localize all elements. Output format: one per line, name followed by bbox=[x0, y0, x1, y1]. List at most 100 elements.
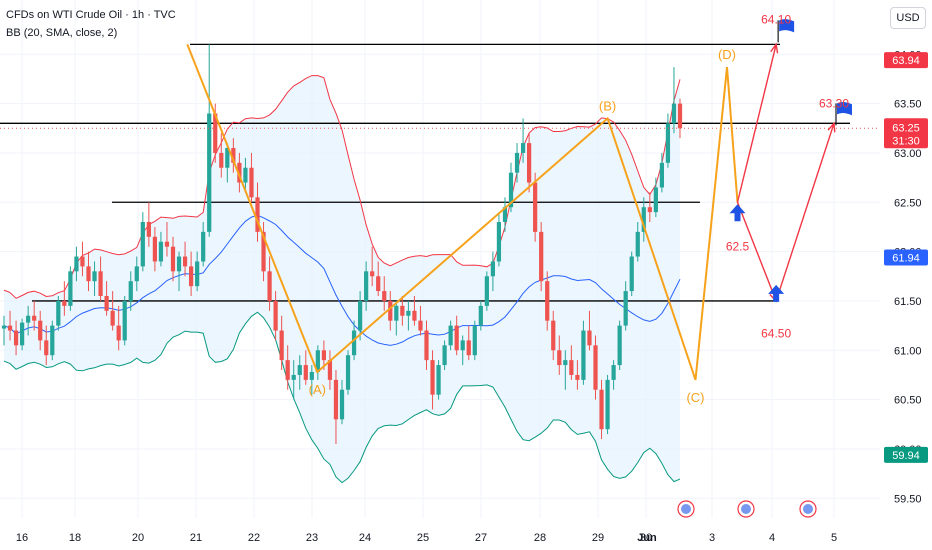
time-tick-label: 16 bbox=[16, 532, 28, 544]
time-tick-label: 4 bbox=[769, 532, 775, 544]
candle-body bbox=[436, 365, 441, 395]
candle-body bbox=[412, 310, 417, 321]
candle-body bbox=[231, 148, 236, 163]
price-badge-value: 63.94 bbox=[892, 55, 920, 67]
candle-body bbox=[170, 246, 176, 272]
candle-body bbox=[635, 231, 640, 257]
candle-body bbox=[315, 350, 320, 372]
candle-body bbox=[243, 167, 248, 183]
price-badge-countdown: 31:30 bbox=[892, 135, 920, 147]
candle-body bbox=[611, 365, 616, 380]
candle-body bbox=[388, 300, 393, 321]
candle-body bbox=[213, 113, 218, 153]
candle-body bbox=[400, 305, 405, 316]
candle-body bbox=[641, 207, 646, 232]
time-tick-label: 18 bbox=[69, 532, 81, 544]
candle-body bbox=[140, 222, 145, 267]
projection-label: 64.50 bbox=[761, 326, 791, 340]
time-tick-label: 3 bbox=[709, 532, 715, 544]
candle-body bbox=[520, 143, 526, 153]
candle-body bbox=[261, 231, 266, 272]
time-axis-bg bbox=[0, 518, 932, 550]
price-badge-value: 59.94 bbox=[892, 450, 920, 462]
candle-body bbox=[303, 365, 308, 380]
indicator-label: BB (20, SMA, close, 2) bbox=[6, 27, 118, 39]
time-tick-label: 25 bbox=[417, 532, 429, 544]
price-tick-label: 61.50 bbox=[894, 296, 922, 308]
candle-body bbox=[587, 330, 592, 346]
projection-arrow-up[interactable] bbox=[736, 44, 777, 203]
candle-body bbox=[514, 152, 520, 173]
candle-body bbox=[7, 325, 13, 331]
candle-body bbox=[478, 305, 483, 326]
candle-body bbox=[484, 276, 489, 306]
pattern-label: (C) bbox=[686, 390, 704, 405]
candle-body bbox=[653, 187, 658, 213]
candle-body bbox=[86, 266, 91, 282]
projection-label: 62.5 bbox=[726, 240, 750, 254]
candle-body bbox=[249, 167, 254, 198]
price-badge-value: 63.25 bbox=[892, 122, 920, 134]
candle-body bbox=[321, 350, 327, 361]
time-tick-label: 24 bbox=[359, 532, 371, 544]
candle-body bbox=[454, 325, 459, 351]
bollinger-lower-band bbox=[3, 311, 681, 484]
projection-arrow-down[interactable] bbox=[736, 202, 777, 302]
candle-body bbox=[406, 310, 411, 316]
candle-body bbox=[50, 325, 55, 356]
pattern-label: (A) bbox=[309, 382, 326, 397]
bollinger-basis bbox=[3, 214, 681, 346]
candle-body bbox=[267, 271, 272, 301]
price-tick-label: 63.50 bbox=[894, 99, 922, 111]
candle-body bbox=[526, 143, 532, 183]
candle-body bbox=[327, 360, 333, 380]
candle-body bbox=[502, 207, 508, 222]
candle-body bbox=[665, 123, 671, 163]
time-tick-label: 5 bbox=[831, 532, 837, 544]
candle-body bbox=[104, 296, 109, 311]
candle-body bbox=[617, 325, 622, 366]
candle-body bbox=[32, 315, 37, 321]
candle-body bbox=[309, 371, 314, 380]
candle-body bbox=[466, 340, 471, 356]
candle-body bbox=[152, 236, 158, 262]
candle-body bbox=[62, 300, 67, 306]
up-arrow-icon bbox=[729, 204, 746, 222]
projection-path[interactable]: 64.10 63.30 62.5 64.50 bbox=[726, 13, 852, 341]
candle-body bbox=[357, 300, 363, 331]
time-tick-label: 29 bbox=[592, 532, 604, 544]
currency-button[interactable]: USD bbox=[890, 7, 926, 29]
candle-body bbox=[508, 172, 514, 208]
candle-body bbox=[176, 256, 182, 272]
pattern-line[interactable] bbox=[186, 44, 739, 381]
candle-body bbox=[146, 222, 151, 237]
candle-body bbox=[158, 241, 164, 262]
candle-body bbox=[273, 300, 278, 331]
projection-arrow-final[interactable] bbox=[775, 123, 835, 302]
candle-body bbox=[424, 330, 429, 361]
time-tick-label: 27 bbox=[475, 532, 487, 544]
price-tick-label: 63.00 bbox=[894, 148, 922, 160]
projection-label: 64.10 bbox=[761, 13, 791, 27]
candle-body bbox=[98, 271, 103, 296]
candle-body bbox=[671, 103, 677, 124]
candle-body bbox=[575, 374, 580, 380]
time-tick-label: 22 bbox=[248, 532, 260, 544]
bollinger-upper-band bbox=[3, 75, 681, 299]
candle-body bbox=[297, 365, 302, 375]
projection-arrow-up-head bbox=[770, 42, 779, 54]
candle-body bbox=[563, 360, 568, 366]
candle-body bbox=[430, 360, 435, 395]
candle-body bbox=[333, 379, 339, 420]
candle-body bbox=[551, 320, 556, 351]
candle-body bbox=[13, 330, 19, 346]
harmonic-pattern[interactable]: (A) (B) (C) (D) bbox=[186, 44, 739, 405]
candle-body bbox=[74, 256, 79, 272]
candlesticks bbox=[1, 44, 683, 444]
pattern-label: (B) bbox=[599, 98, 616, 113]
candle-body bbox=[291, 374, 296, 380]
candle-body bbox=[442, 345, 447, 366]
flag-badge-icon bbox=[681, 504, 691, 514]
